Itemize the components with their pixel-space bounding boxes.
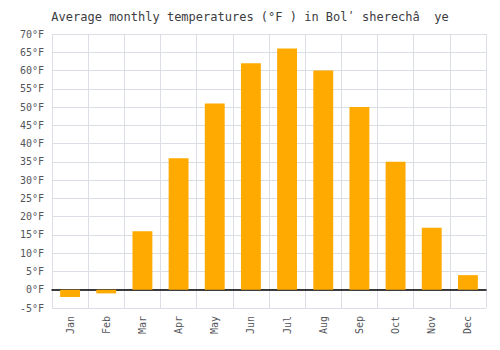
svg-text:70°F: 70°F bbox=[20, 29, 44, 40]
svg-text:35°F: 35°F bbox=[20, 156, 44, 167]
svg-text:60°F: 60°F bbox=[20, 65, 44, 76]
svg-text:Oct: Oct bbox=[390, 316, 401, 334]
svg-text:65°F: 65°F bbox=[20, 47, 44, 58]
svg-text:20°F: 20°F bbox=[20, 211, 44, 222]
svg-text:Dec: Dec bbox=[462, 316, 473, 334]
svg-text:40°F: 40°F bbox=[20, 138, 44, 149]
svg-text:50°F: 50°F bbox=[20, 102, 44, 113]
svg-text:30°F: 30°F bbox=[20, 175, 44, 186]
svg-text:15°F: 15°F bbox=[20, 229, 44, 240]
svg-text:Apr: Apr bbox=[173, 316, 184, 334]
svg-text:May: May bbox=[209, 316, 220, 334]
svg-text:55°F: 55°F bbox=[20, 83, 44, 94]
svg-text:45°F: 45°F bbox=[20, 120, 44, 131]
svg-text:10°F: 10°F bbox=[20, 248, 44, 259]
svg-text:Sep: Sep bbox=[354, 316, 365, 334]
svg-text:Jan: Jan bbox=[65, 316, 76, 334]
svg-text:Aug: Aug bbox=[318, 316, 329, 334]
svg-text:Nov: Nov bbox=[426, 316, 437, 334]
svg-text:Jun: Jun bbox=[245, 316, 256, 334]
svg-text:Mar: Mar bbox=[137, 316, 148, 334]
svg-text:-5°F: -5°F bbox=[20, 303, 44, 314]
svg-text:25°F: 25°F bbox=[20, 193, 44, 204]
svg-text:Average monthly temperatures (: Average monthly temperatures (°F ) in Bo… bbox=[51, 10, 448, 24]
svg-text:Feb: Feb bbox=[101, 316, 112, 334]
svg-text:5°F: 5°F bbox=[26, 266, 44, 277]
svg-text:Jul: Jul bbox=[282, 316, 293, 334]
svg-text:0°F: 0°F bbox=[26, 284, 44, 295]
